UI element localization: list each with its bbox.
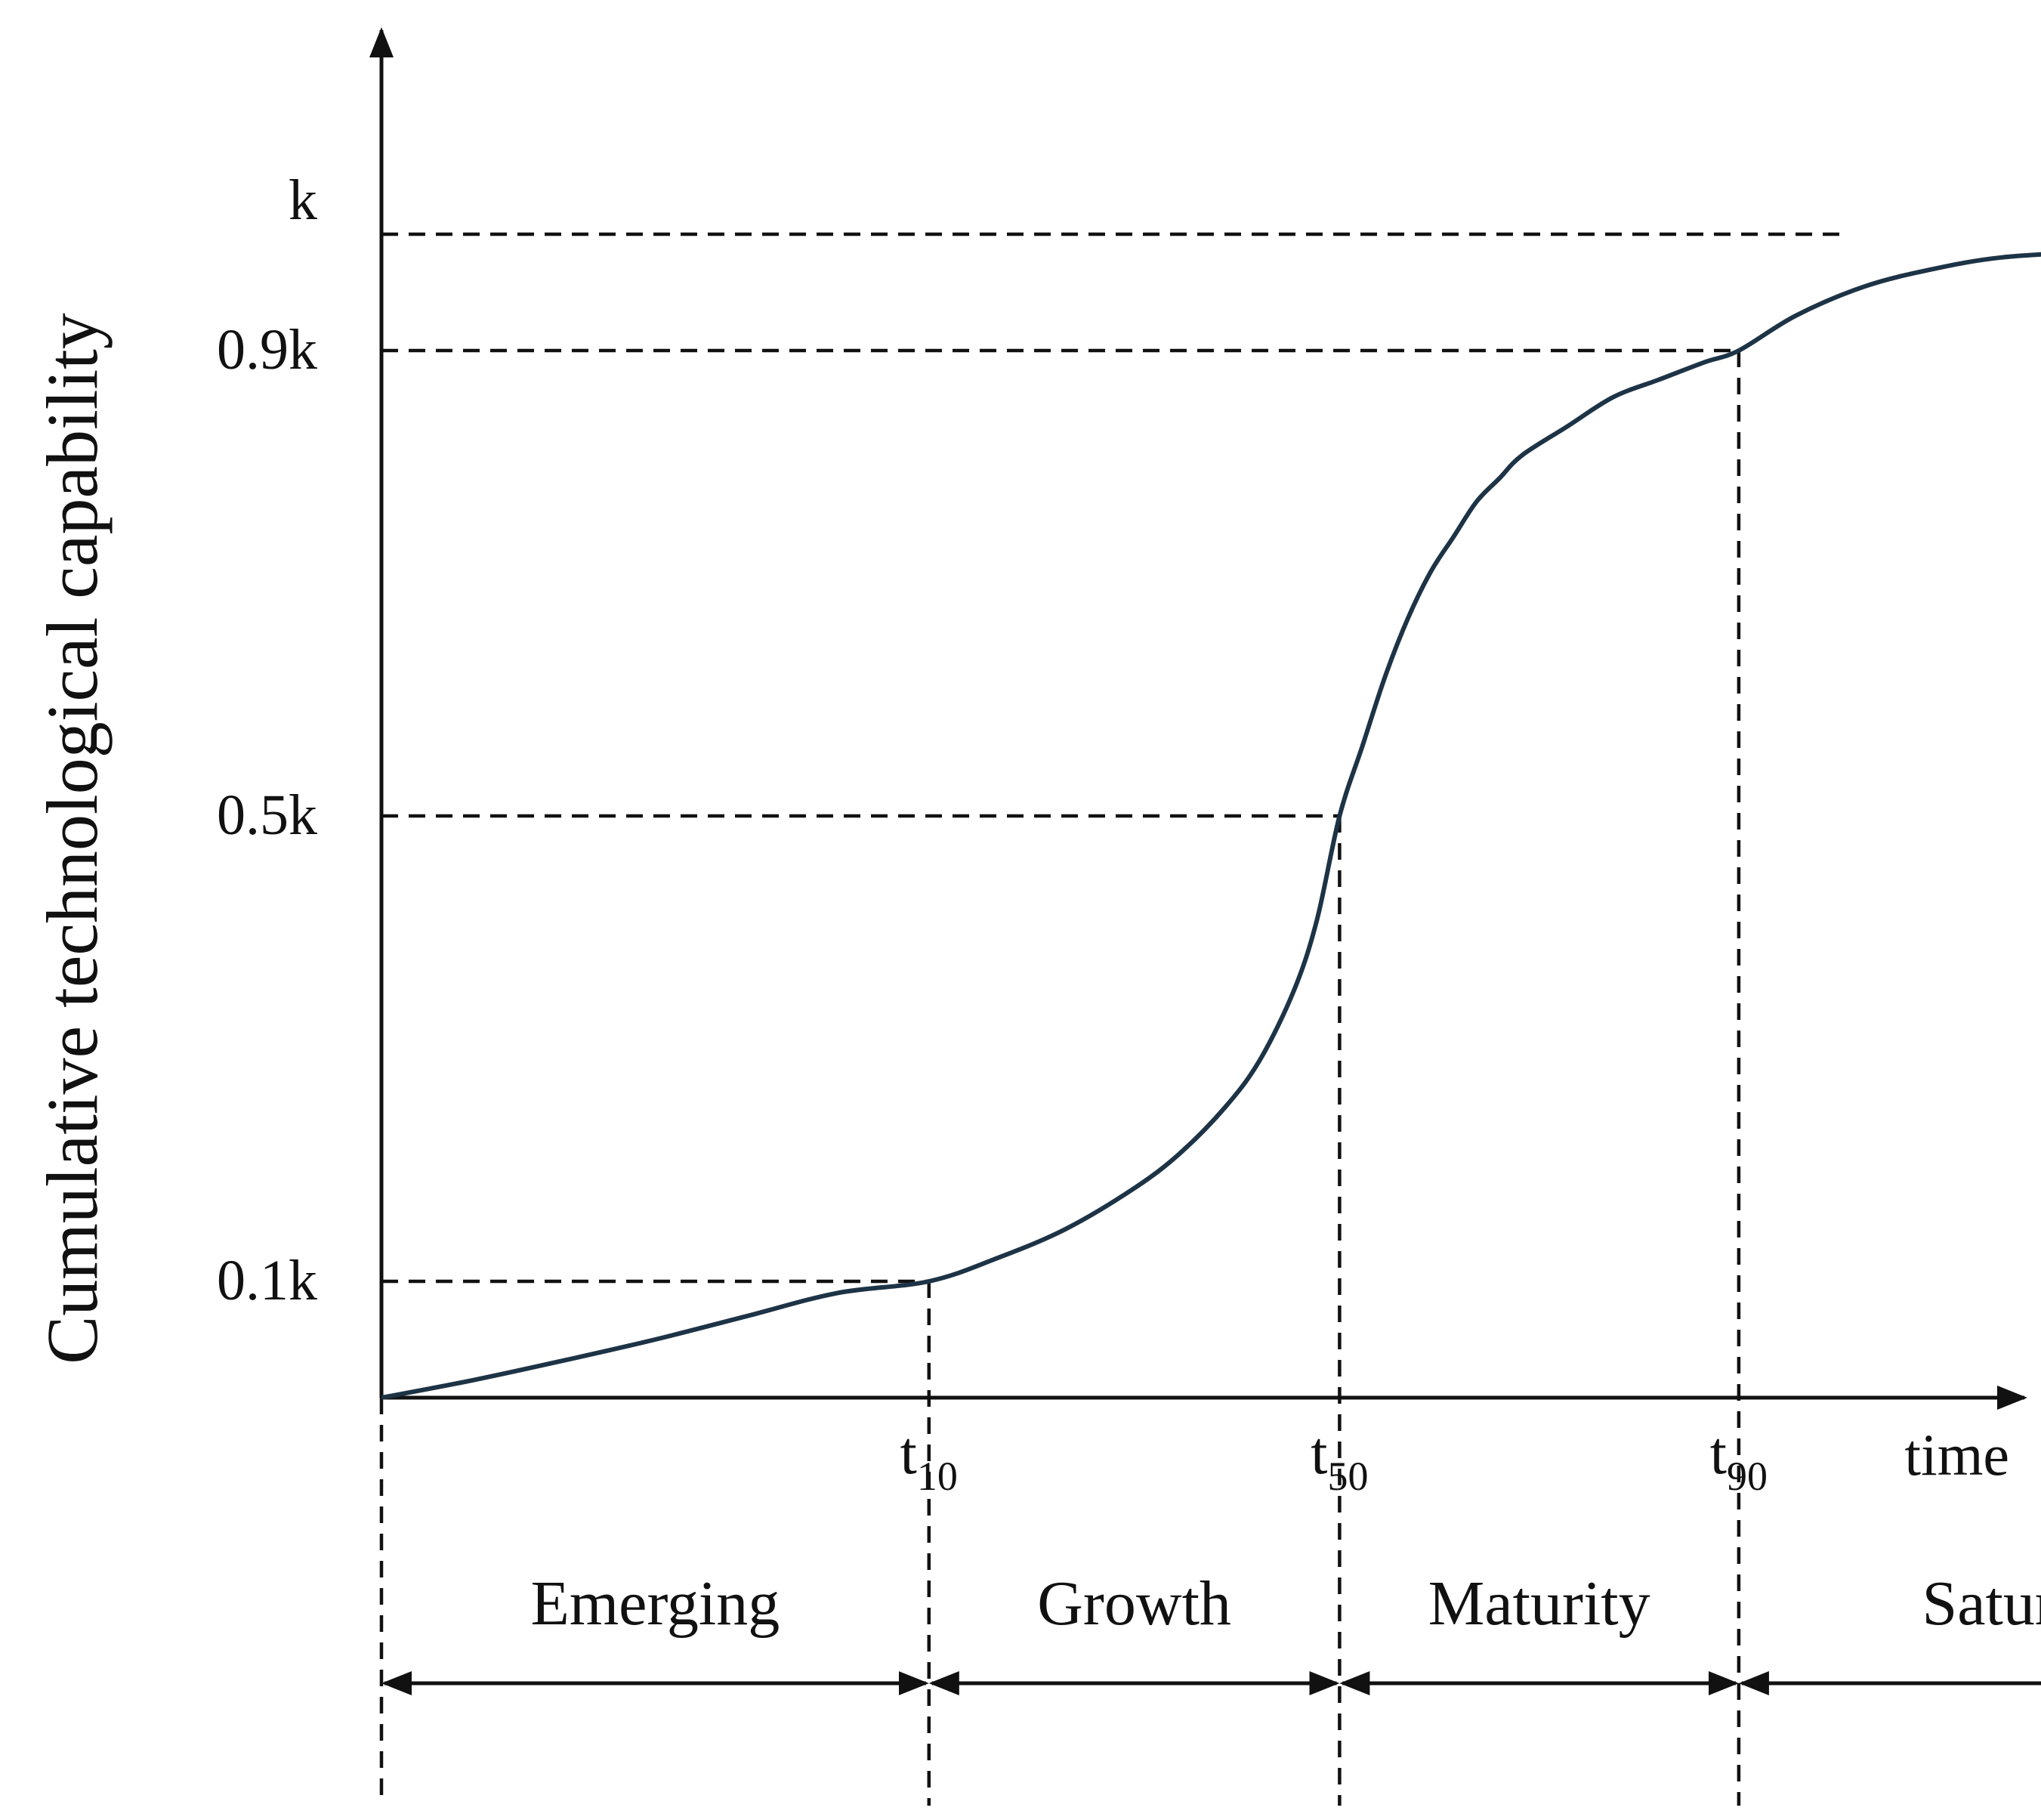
y-tick-0.5k: 0.5k [217,783,317,847]
t10-label: t10 [900,1420,958,1499]
y-axis-title: Cumulative technological capability [32,313,113,1364]
y-tick-labels: k 0.9k 0.5k 0.1k [217,168,317,1312]
stage-label-growth: Growth [1037,1568,1231,1639]
stage-label-emerging: Emerging [531,1568,780,1639]
axes [369,27,2027,1410]
t50-label: t50 [1311,1420,1368,1499]
x-axis-title: time [1904,1422,2009,1488]
t90-label: t90 [1710,1420,1768,1499]
s-curve-line [381,252,2041,1400]
x-tick-labels: t10 t50 t90 [900,1420,1768,1499]
y-tick-0.9k: 0.9k [217,318,317,382]
y-tick-0.1k: 0.1k [217,1249,317,1312]
stage-annotations: Emerging Growth Maturity Saturation [381,1568,2041,1695]
y-tick-k: k [289,168,317,232]
reference-lines [379,232,1843,1806]
stage-label-maturity: Maturity [1428,1568,1650,1639]
curve-layer [381,252,2041,1400]
stage-label-saturation: Saturation [1922,1568,2041,1639]
